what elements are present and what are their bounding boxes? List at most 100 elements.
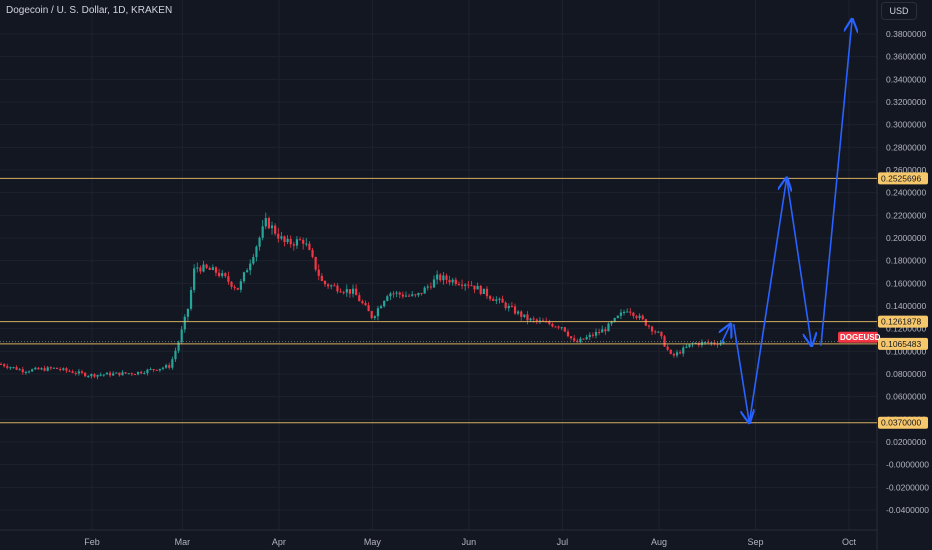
y-tick-label: 0.3800000 [886,29,926,39]
candle-body [607,323,610,332]
y-tick-label: 0.3600000 [886,52,926,62]
candle-body [501,298,504,303]
candle-body [663,336,666,347]
candle-body [420,292,423,294]
candle-body [591,334,594,336]
candle-body [411,294,414,296]
x-tick-label: Sep [748,537,764,547]
y-tick-label: 0.3200000 [886,97,926,107]
candle-body [548,321,551,324]
candle-body [12,367,15,369]
candle-body [457,284,461,286]
candle-body [685,346,688,348]
candle-body [557,326,560,328]
candle-body [638,315,641,318]
y-tick-label: 0.0800000 [886,369,926,379]
symbol-tag [838,331,878,343]
candle-body [161,367,165,369]
candle-body [298,239,302,241]
candle-body [74,372,77,374]
candle-body [246,270,249,273]
candle-body [492,298,495,301]
candle-body [644,319,647,326]
candle-body [336,285,339,292]
candle-body [242,272,246,282]
candle-body [342,292,345,294]
candle-body [133,374,137,376]
level-label: 0.0370000 [881,418,921,428]
candle-body [112,373,115,376]
y-tick-label: 0.0600000 [886,392,926,402]
candle-body [551,323,554,327]
candle-body [140,371,143,374]
candle-body [302,239,305,244]
candle-body [345,289,348,293]
candle-body [504,302,507,309]
candle-body [37,367,40,370]
y-tick-label: 0.1800000 [886,256,926,266]
candle-body [55,367,59,370]
candle-body [261,226,264,238]
candle-body [379,306,383,309]
candle-body [146,369,149,374]
candle-body [311,249,314,257]
candle-body [588,334,591,338]
candle-body [355,288,358,296]
candle-body [598,332,601,334]
candle-body [143,373,146,375]
candle-body [666,346,669,350]
candle-body [660,331,663,337]
candle-body [573,338,576,341]
candle-body [152,369,155,371]
candle-body [208,267,211,270]
y-tick-label: 0.2600000 [886,165,926,175]
candle-body [236,287,239,290]
candle-body [626,311,629,313]
candle-body [594,332,598,336]
candle-body [520,311,523,317]
candle-body [436,274,439,280]
candle-body [529,318,532,321]
candle-body [84,372,87,377]
candle-body [517,311,520,314]
x-tick-label: Jul [557,537,569,547]
candle-body [217,272,221,277]
candle-body [323,280,327,285]
candle-body [115,372,118,374]
candle-body [554,326,557,328]
candle-body [186,308,190,317]
candle-body [361,301,364,304]
candle-body [582,338,585,340]
candle-body [118,372,121,376]
candle-body [364,303,367,306]
level-tag [878,315,928,328]
candle-body [34,367,37,370]
candle-body [174,350,177,360]
candle-body [171,359,174,368]
currency-button[interactable]: USD [881,2,917,20]
candle-body [317,269,320,276]
candle-body [65,368,68,371]
candle-body [358,295,361,302]
candle-body [682,347,685,354]
candle-body [722,341,725,343]
candle-body [49,367,52,369]
candle-body [105,372,109,375]
candle-body [333,285,336,287]
candle-body [488,296,492,299]
candle-body [165,365,168,368]
candle-body [703,341,707,343]
candle-body [414,294,417,296]
y-tick-label: 0.2400000 [886,188,926,198]
candle-body [177,342,180,351]
candle-body [383,300,386,307]
level-tag [878,337,928,350]
candle-body [314,256,317,270]
candle-body [601,329,604,333]
level-label: 0.2525696 [881,173,921,183]
candle-body [566,331,570,337]
candle-body [386,296,389,301]
candle-body [270,225,274,229]
candle-body [442,275,445,281]
